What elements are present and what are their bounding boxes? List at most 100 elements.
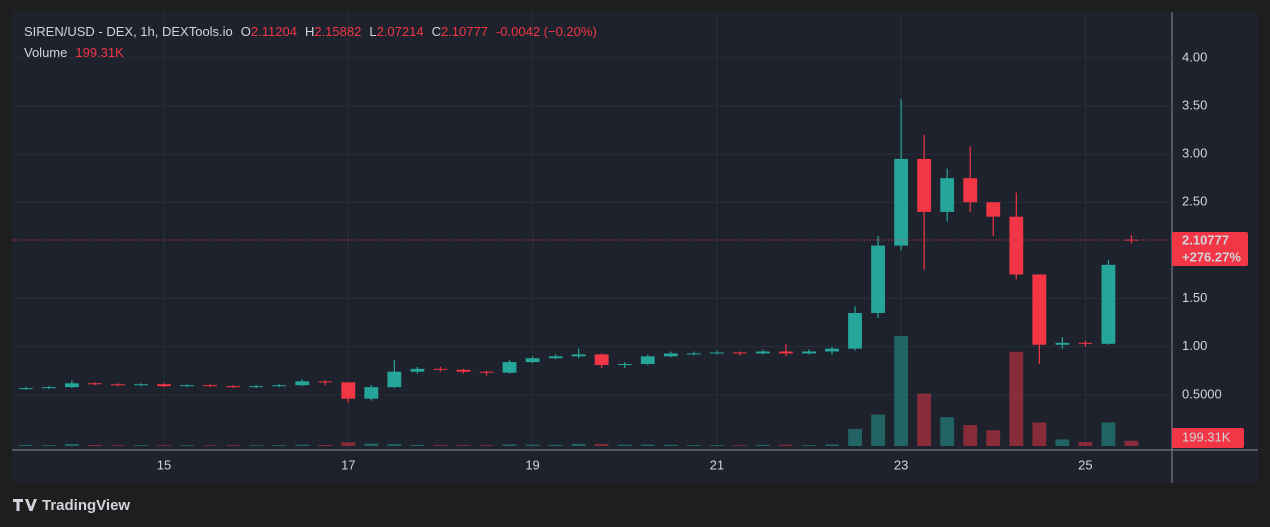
volume-bar (249, 445, 264, 446)
volume-bar (1009, 351, 1024, 446)
change-value: -0.0042 (−0.20%) (496, 24, 597, 39)
candle-body (894, 158, 909, 246)
legend-header: SIREN/USD - DEX, 1h, DEXTools.io O2.11204… (24, 24, 597, 39)
candle-body (387, 371, 402, 388)
volume-bar (1078, 442, 1093, 446)
volume-bar (502, 444, 517, 446)
candle-body (986, 202, 1001, 217)
y-tick-label: 3.00 (1182, 146, 1207, 161)
ohlc-value: 2.15882 (314, 24, 361, 39)
candle-body (134, 384, 148, 386)
volume-bar (571, 443, 586, 446)
candle-body (548, 356, 563, 359)
volume-bar (41, 445, 56, 446)
candle-body (640, 356, 655, 365)
y-tick-label: 2.50 (1182, 194, 1207, 209)
chart-pane (12, 12, 1258, 483)
volume-bar (134, 445, 148, 446)
candle-body (617, 364, 632, 366)
volume-layer (18, 336, 1139, 446)
candle-body (525, 358, 540, 363)
ohlc-o: O (241, 24, 251, 39)
candle-body (1055, 342, 1070, 345)
candle-body (479, 371, 494, 373)
candle-body (203, 385, 218, 387)
volume-bar (180, 445, 194, 446)
change-pct-label: +276.27% (1182, 249, 1241, 264)
volume-bar (341, 442, 356, 446)
volume-bar (1032, 422, 1047, 446)
brand-name: TradingView (42, 497, 130, 514)
y-tick-label: 0.5000 (1182, 386, 1222, 401)
candle-body (709, 352, 724, 354)
candle-body (64, 383, 79, 388)
candle-body (249, 386, 264, 388)
volume-bar (18, 444, 33, 446)
y-tick-label: 1.00 (1182, 338, 1207, 353)
volume-bar (203, 445, 218, 446)
ohlc-value: 2.10777 (441, 24, 488, 39)
candle-body (157, 384, 171, 387)
candle-body (779, 351, 793, 354)
last-price-label: 2.10777 (1182, 232, 1229, 247)
candle-body (571, 354, 586, 357)
volume-bar (802, 445, 816, 446)
candle-body (226, 386, 241, 388)
ohlc-l: L (369, 24, 376, 39)
volume-bar (479, 445, 494, 446)
x-tick-label: 25 (1078, 457, 1092, 472)
volume-bar (433, 445, 448, 446)
volume-value-label: 199.31K (1182, 429, 1231, 444)
candle-body (18, 388, 33, 390)
candle-body (272, 385, 287, 387)
volume-bar (986, 430, 1001, 446)
volume-bar (1124, 440, 1139, 446)
candle-body (364, 387, 379, 399)
x-tick-label: 21 (710, 457, 724, 472)
volume-bar (825, 444, 839, 446)
candle-body (1078, 342, 1093, 344)
volume-bar (1101, 422, 1116, 446)
volume-bar (848, 428, 862, 446)
candle-body (433, 368, 448, 370)
symbol-title: SIREN/USD - DEX, 1h, DEXTools.io (24, 24, 233, 39)
candle-body (848, 312, 862, 349)
candle-body (825, 348, 839, 352)
volume-bar (456, 445, 471, 446)
candle-body (41, 387, 56, 389)
y-tick-label: 3.50 (1182, 97, 1207, 112)
last-price-box (1172, 232, 1248, 267)
candle-body (732, 352, 747, 354)
volume-bar (732, 445, 747, 446)
volume-bar (272, 445, 287, 446)
candle-body (802, 351, 816, 354)
ohlc-value: 2.07214 (377, 24, 424, 39)
candle-body (410, 368, 425, 372)
volume-bar (1055, 439, 1070, 446)
volume-bar (318, 444, 333, 446)
candle-body (963, 178, 978, 203)
volume-bar (709, 445, 724, 446)
candle-body (341, 382, 356, 399)
volume-bar (940, 417, 955, 446)
volume-title: Volume (24, 45, 67, 60)
candle-body (318, 381, 333, 383)
candle-body (456, 369, 471, 372)
candle-body (663, 353, 678, 357)
candle-body (1032, 274, 1047, 345)
brand-logo: TradingView (13, 497, 130, 514)
candle-body (940, 178, 955, 212)
ohlc-c: C (432, 24, 441, 39)
volume-bar (157, 445, 171, 446)
volume-value: 199.31K (75, 45, 124, 60)
volume-bar (111, 445, 125, 446)
candle-body (871, 245, 885, 313)
x-tick-label: 19 (525, 457, 539, 472)
candle-body (88, 383, 102, 385)
label-layer: 0.5000 1.00 1.50 2.50 3.00 3.50 4.00 15 17 19 21 23… (12, 49, 1248, 472)
volume-bar (640, 444, 655, 446)
volume-header: Volume 199.31K (24, 45, 124, 60)
candle-body (1101, 264, 1116, 344)
volume-box (1172, 428, 1244, 448)
candle-body (295, 381, 310, 386)
